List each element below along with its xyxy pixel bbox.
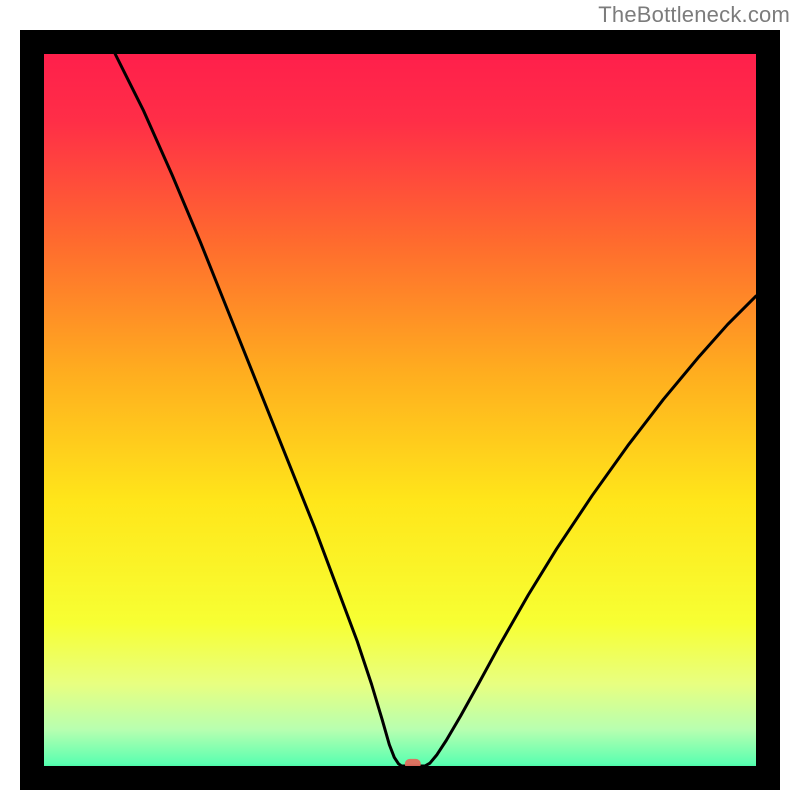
- watermark-text: TheBottleneck.com: [598, 2, 790, 28]
- gradient-background: [20, 30, 780, 790]
- chart-canvas: TheBottleneck.com: [0, 0, 800, 800]
- bottleneck-chart: [0, 0, 800, 800]
